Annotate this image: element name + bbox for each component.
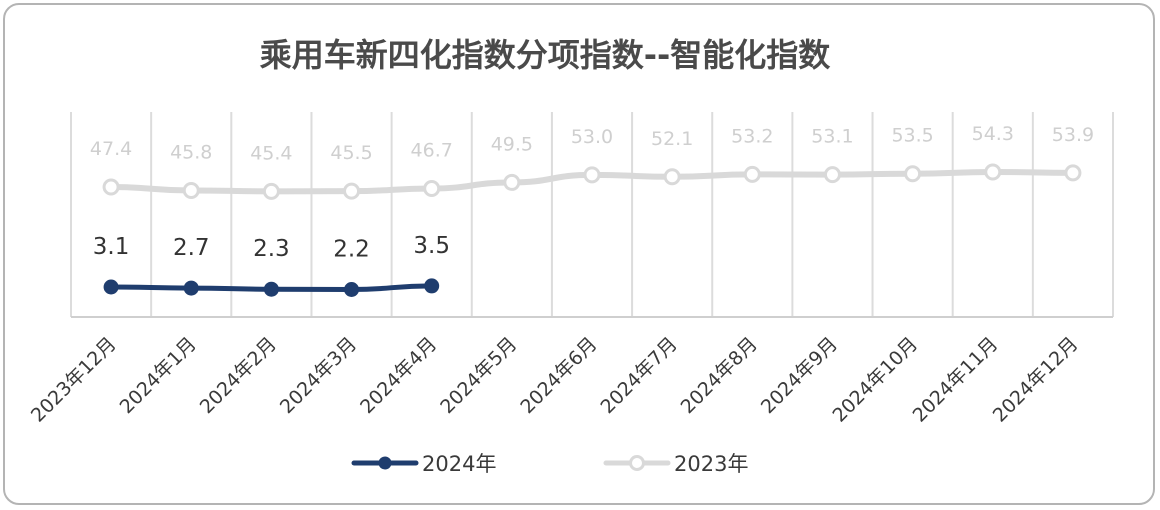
data-point [343,182,361,200]
x-tick-label: 2024年12月 [989,333,1083,427]
data-point [1064,164,1082,182]
chart-frame [3,3,1155,505]
data-label: 45.8 [170,141,212,163]
data-label: 49.5 [491,133,533,155]
legend-marker [629,455,645,471]
legend: 2024年 2023年 [351,452,748,476]
data-label: 54.3 [972,123,1014,145]
x-tick-label: 2024年7月 [597,333,682,418]
legend-marker [378,456,392,470]
data-point [262,182,280,200]
x-tick-label: 2024年3月 [276,333,361,418]
data-label: 2.7 [173,235,210,261]
data-label: 53.0 [571,126,613,148]
data-label: 3.1 [93,234,130,260]
data-point [263,281,279,297]
data-point [344,282,360,297]
legend-label: 2024年 [422,452,496,476]
vertical-gridlines [70,112,1114,318]
data-point [183,280,199,296]
data-label: 53.9 [1052,124,1094,146]
data-label: 2.3 [253,236,290,262]
data-point [102,178,120,196]
x-tick-label: 2024年8月 [677,333,762,418]
data-label: 53.1 [811,126,853,148]
x-tick-label: 2024年5月 [436,333,521,418]
data-point [182,181,200,199]
x-tick-label: 2024年6月 [516,333,601,418]
series-2024: 3.1 2.7 2.3 2.2 3.5 [93,233,450,297]
data-point [423,180,441,198]
data-label: 45.4 [250,142,292,164]
x-axis-tick-labels: 2023年12月2024年1月2024年2月2024年3月2024年4月2024… [27,333,1083,427]
x-tick-label: 2024年1月 [116,333,201,418]
legend-item: 2024年 [351,452,496,476]
data-point [743,165,761,183]
x-tick-label: 2024年11月 [909,333,1003,427]
data-point [503,173,521,191]
x-tick-label: 2024年9月 [757,333,842,418]
data-label: 53.5 [891,125,933,147]
data-label: 47.4 [90,138,132,160]
x-tick-label: 2023年12月 [27,333,121,427]
data-point [663,168,681,186]
legend-label: 2023年 [674,452,748,476]
data-point [984,163,1002,181]
data-point [424,278,440,294]
data-label: 2.2 [333,237,370,263]
x-tick-label: 2024年4月 [356,333,441,418]
data-label: 3.5 [413,233,450,259]
chart-title: 乘用车新四化指数分项指数--智能化指数 [260,36,832,74]
data-label: 46.7 [411,140,453,162]
series-2023: 47.4 45.8 45.4 45.5 46.7 49.5 53.0 52.1 53.2 53.1… [90,123,1094,200]
legend-item: 2023年 [603,452,748,476]
data-point [103,279,119,295]
x-tick-label: 2024年10月 [828,333,922,427]
data-label: 53.2 [731,125,773,147]
data-point [583,166,601,184]
x-tick-label: 2024年2月 [196,333,281,418]
data-point [823,166,841,184]
data-label: 52.1 [651,128,693,150]
data-label: 45.5 [330,142,372,164]
data-point [904,165,922,183]
